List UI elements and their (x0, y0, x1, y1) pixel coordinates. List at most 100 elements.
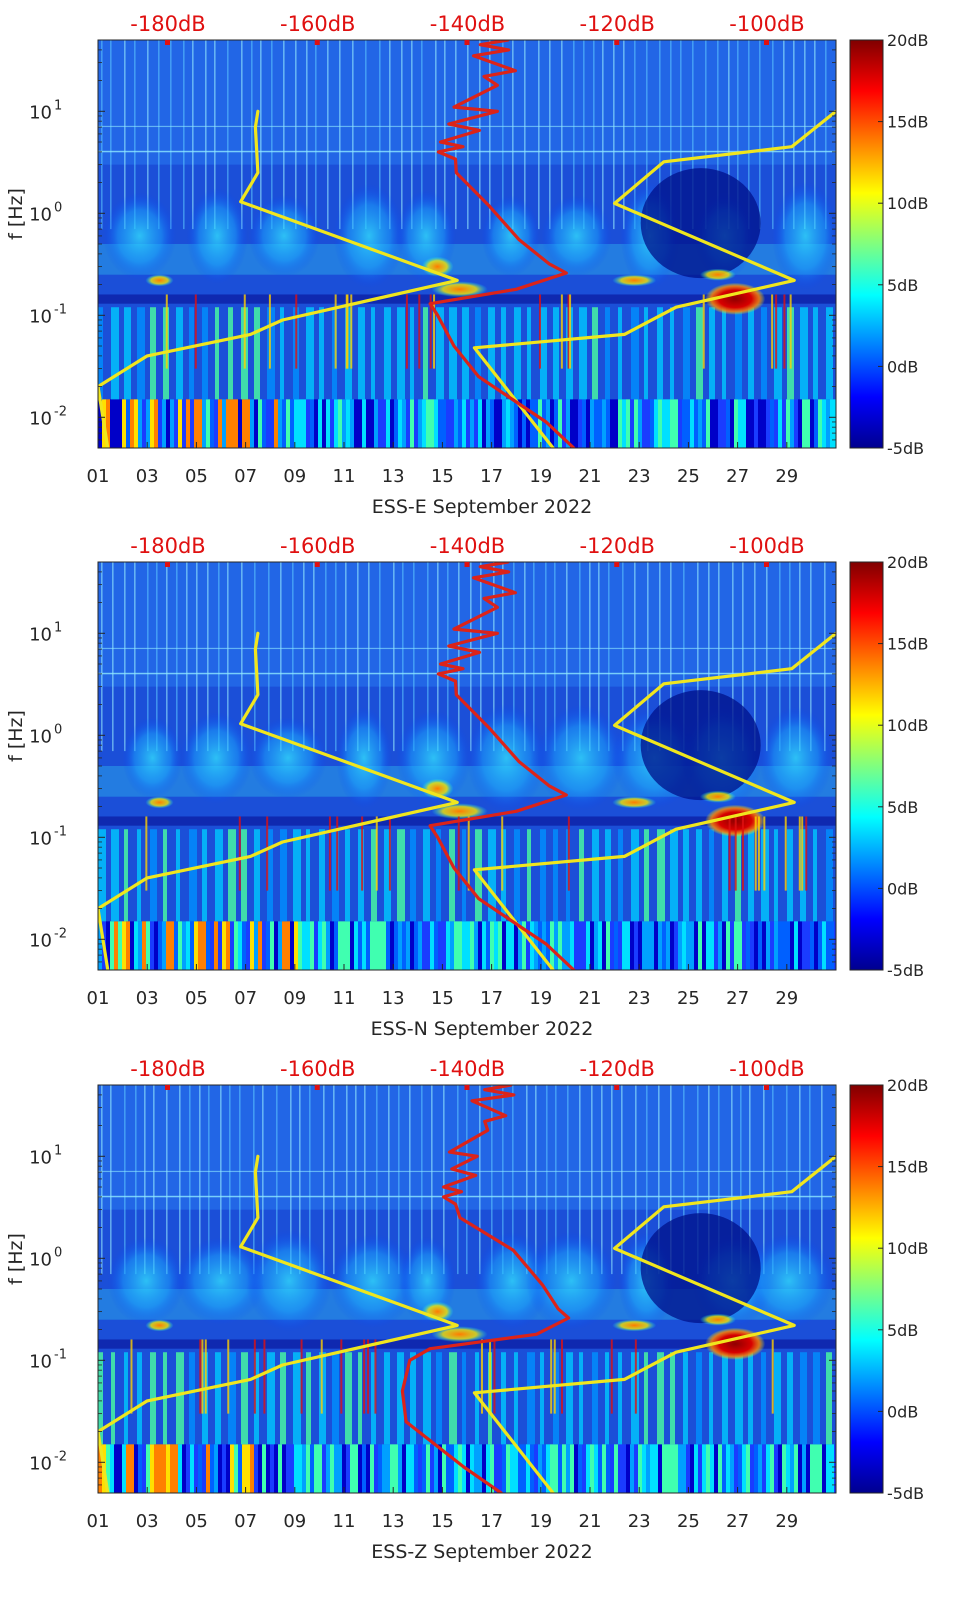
low-band-column (286, 921, 290, 970)
y-tick-label: 10 (29, 1453, 52, 1474)
low-band-column (570, 1444, 574, 1493)
vertical-streak (659, 40, 661, 230)
low-band-column (390, 921, 394, 970)
low-band-column (194, 1444, 198, 1493)
low-band-column (762, 921, 766, 970)
low-band-column (642, 921, 646, 970)
low-band-column (654, 1444, 658, 1493)
vertical-streak (566, 562, 568, 752)
low-band-column (498, 1444, 502, 1493)
mid-band-column (540, 829, 546, 922)
low-band-column (494, 399, 498, 448)
x-axis-label: ESS-E September 2022 (372, 496, 592, 518)
mid-band-column (371, 307, 375, 400)
low-band-column (266, 1444, 270, 1493)
mid-band-column (696, 829, 702, 922)
low-band-column (514, 399, 518, 448)
low-band-column (350, 1444, 354, 1493)
low-band-column (486, 921, 490, 970)
x-tick-label: 21 (579, 1511, 602, 1532)
vertical-streak (810, 562, 812, 752)
low-band-column (834, 399, 836, 448)
mid-band-column (592, 307, 598, 400)
mid-band-column (397, 307, 405, 400)
vertical-streak (388, 1085, 390, 1275)
colorbar-label: -5dB (887, 439, 924, 458)
low-band-column (178, 921, 182, 970)
vertical-streak (793, 40, 795, 230)
low-band-column (782, 1444, 786, 1493)
top-tick-label: -120dB (580, 1057, 655, 1081)
vertical-streak (292, 562, 294, 752)
low-band-column (406, 1444, 410, 1493)
low-band-column (366, 1444, 370, 1493)
mid-band-column (280, 829, 287, 922)
low-band-column (138, 921, 142, 970)
x-tick-label: 23 (628, 988, 651, 1009)
low-band-column (758, 1444, 762, 1493)
colorbar-label: 15dB (887, 113, 929, 132)
low-band-column (454, 921, 458, 970)
low-band-column (654, 921, 658, 970)
mid-band-column (800, 307, 808, 400)
low-band-column (134, 1444, 138, 1493)
vertical-streak (124, 562, 126, 752)
mid-band-column (631, 307, 639, 400)
mid-band-column (319, 829, 325, 922)
vertical-streak (214, 40, 216, 230)
low-band-column (294, 1444, 298, 1493)
low-band-column (210, 399, 214, 448)
vertical-streak (444, 40, 446, 230)
vertical-streak (740, 1085, 742, 1275)
low-band-column (418, 399, 422, 448)
mid-band-column (111, 307, 119, 400)
low-band-column (402, 399, 406, 448)
vertical-streak (101, 40, 103, 230)
colorbar-label: 5dB (887, 1321, 918, 1340)
cyan-blob (758, 706, 833, 810)
low-band-column (130, 921, 134, 970)
event-spike (771, 294, 774, 369)
vertical-streak (683, 1085, 685, 1275)
low-band-column (146, 921, 150, 970)
low-band-column (682, 1444, 686, 1493)
low-band-column (274, 399, 278, 448)
low-band-column (738, 921, 742, 970)
low-band-column (254, 399, 258, 448)
low-band-column (326, 921, 330, 970)
mid-band-column (501, 1352, 506, 1445)
colorbar-label: 10dB (887, 194, 929, 213)
x-tick-label: 11 (333, 466, 356, 487)
low-band-column (594, 399, 598, 448)
low-band-column (402, 921, 406, 970)
low-band-column (734, 1444, 738, 1493)
y-tick-exponent: -2 (54, 1449, 67, 1464)
vertical-streak (156, 562, 158, 752)
vertical-streak (355, 1085, 357, 1275)
mid-band-column (397, 1352, 404, 1445)
low-band-column (650, 1444, 654, 1493)
low-band-column (438, 399, 442, 448)
vertical-streak (561, 40, 563, 230)
low-band-column (698, 399, 702, 448)
vertical-streak (333, 1085, 335, 1275)
colorbar-gradient (849, 1084, 884, 1494)
low-band-column (630, 1444, 634, 1493)
mid-band-column (540, 1352, 544, 1445)
vertical-streak (229, 1085, 231, 1275)
low-band-column (138, 399, 142, 448)
low-band-column (742, 1444, 746, 1493)
mid-band-column (527, 1352, 535, 1445)
low-band-column (214, 399, 218, 448)
mid-band-column (605, 829, 611, 922)
noise-line (98, 150, 836, 153)
low-band-column (574, 399, 578, 448)
colorbar-label: 20dB (887, 1076, 929, 1095)
colorbar-gradient (849, 561, 884, 971)
top-tick-label: -180dB (130, 534, 205, 558)
vertical-streak (772, 40, 774, 230)
vertical-streak (601, 1085, 603, 1275)
mid-band-column (254, 307, 260, 400)
low-band-column (346, 1444, 350, 1493)
